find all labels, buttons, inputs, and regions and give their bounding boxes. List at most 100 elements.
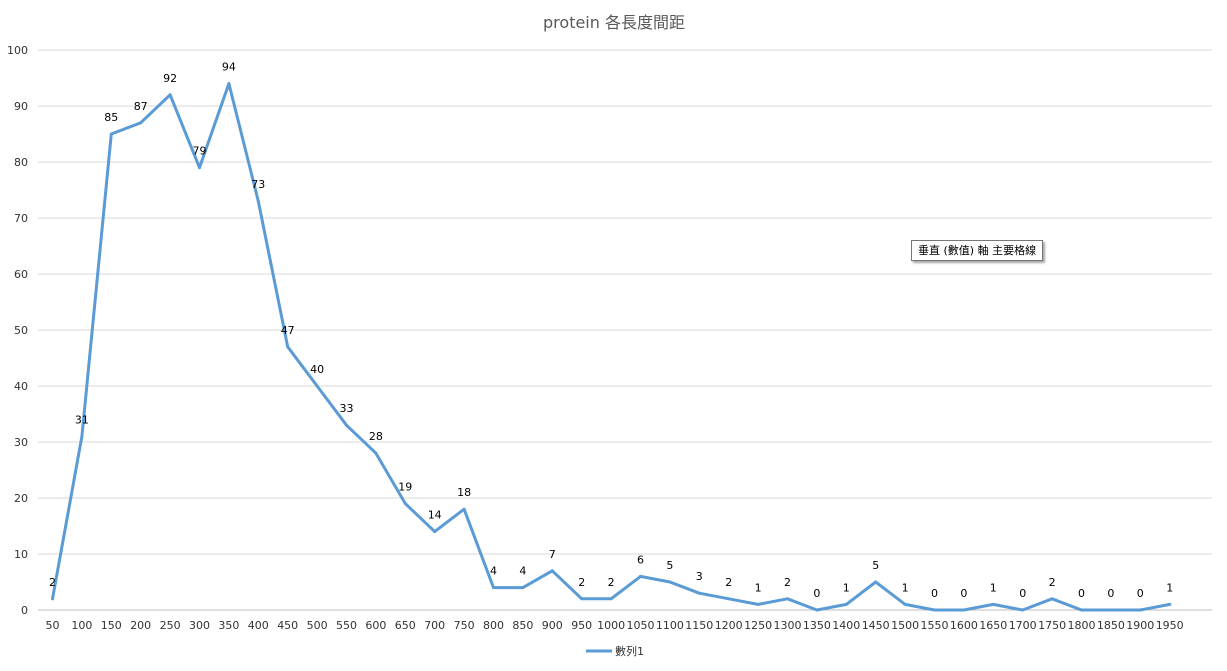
data-label: 0 [1137, 587, 1144, 600]
data-point [492, 586, 495, 590]
data-label: 28 [369, 430, 383, 443]
x-tick-label: 900 [542, 619, 563, 632]
data-point [1168, 602, 1172, 606]
data-label: 0 [1107, 587, 1114, 600]
data-point [962, 608, 966, 612]
data-label: 18 [457, 486, 471, 499]
data-point [345, 423, 348, 427]
data-point [697, 591, 701, 595]
data-label: 0 [813, 587, 820, 600]
data-label: 47 [281, 324, 295, 337]
data-label: 2 [578, 576, 585, 589]
y-axis-ticks: 0 10 20 30 40 50 60 70 80 90 100 [7, 44, 28, 617]
x-tick-label: 1100 [656, 619, 684, 632]
y-tick-label: 30 [14, 436, 28, 449]
y-tick-label: 20 [14, 492, 28, 505]
data-label: 1 [843, 581, 850, 594]
x-tick-label: 800 [483, 619, 504, 632]
x-tick-label: 1500 [891, 619, 919, 632]
x-tick-label: 300 [189, 619, 210, 632]
data-label: 1 [990, 581, 997, 594]
x-tick-label: 750 [454, 619, 475, 632]
y-tick-label: 70 [14, 212, 28, 225]
data-point [433, 530, 437, 534]
data-point [903, 602, 907, 606]
data-label: 2 [725, 576, 732, 589]
x-tick-label: 1600 [950, 619, 978, 632]
data-label: 87 [134, 100, 148, 113]
data-label: 73 [251, 178, 265, 191]
x-tick-label: 1450 [862, 619, 890, 632]
data-label: 0 [931, 587, 938, 600]
x-tick-label: 100 [71, 619, 92, 632]
y-tick-label: 100 [7, 44, 28, 57]
data-label: 33 [340, 402, 354, 415]
data-point [991, 602, 995, 606]
data-label: 4 [519, 565, 526, 578]
x-tick-label: 950 [571, 619, 592, 632]
data-label: 19 [398, 481, 412, 494]
x-tick-label: 1850 [1097, 619, 1125, 632]
data-point [550, 569, 554, 573]
data-point [139, 121, 143, 125]
data-point [403, 502, 407, 506]
data-point [639, 574, 642, 578]
data-label: 5 [666, 559, 673, 572]
x-tick-label: 1400 [832, 619, 860, 632]
x-tick-label: 250 [160, 619, 181, 632]
data-label: 0 [1019, 587, 1026, 600]
series-line [51, 82, 1172, 612]
data-point [668, 580, 672, 584]
data-point [786, 597, 789, 601]
data-label: 92 [163, 72, 177, 85]
data-point [609, 597, 613, 601]
chart-title: protein 各長度間距 [543, 13, 685, 32]
data-point [1138, 608, 1142, 612]
data-label: 3 [696, 570, 703, 583]
data-point [109, 132, 113, 136]
x-tick-label: 1300 [774, 619, 802, 632]
data-point [256, 199, 260, 203]
data-point [815, 608, 819, 612]
data-label: 0 [1078, 587, 1085, 600]
data-label: 5 [872, 559, 879, 572]
x-tick-label: 1350 [803, 619, 831, 632]
x-tick-label: 400 [248, 619, 269, 632]
y-tick-label: 50 [14, 324, 28, 337]
data-point [462, 507, 466, 511]
data-point [1080, 608, 1083, 612]
data-point [844, 602, 848, 606]
data-label: 1 [1166, 581, 1173, 594]
x-tick-label: 50 [46, 619, 60, 632]
y-tick-label: 0 [21, 604, 28, 617]
x-tick-label: 1800 [1068, 619, 1096, 632]
data-point [1021, 608, 1025, 612]
x-tick-label: 600 [365, 619, 386, 632]
data-point [727, 597, 731, 601]
data-label: 1 [755, 581, 762, 594]
x-tick-label: 1150 [685, 619, 713, 632]
data-label: 0 [960, 587, 967, 600]
data-point [874, 580, 878, 584]
series-group [51, 82, 1172, 612]
legend: 數列1 [586, 644, 644, 658]
gridlines [38, 49, 1212, 611]
x-tick-label: 1950 [1156, 619, 1184, 632]
data-label: 6 [637, 553, 644, 566]
data-point [580, 597, 584, 601]
data-point [521, 586, 525, 590]
data-point [80, 434, 84, 438]
x-tick-label: 650 [395, 619, 416, 632]
x-tick-label: 1050 [627, 619, 655, 632]
data-point [198, 166, 201, 170]
x-tick-label: 1550 [921, 619, 949, 632]
data-label: 40 [310, 363, 324, 376]
data-label: 94 [222, 61, 236, 74]
x-tick-label: 150 [101, 619, 122, 632]
data-point [227, 82, 231, 86]
x-tick-label: 1250 [744, 619, 772, 632]
x-tick-label: 700 [424, 619, 445, 632]
data-label: 2 [49, 576, 56, 589]
data-point [315, 384, 319, 388]
